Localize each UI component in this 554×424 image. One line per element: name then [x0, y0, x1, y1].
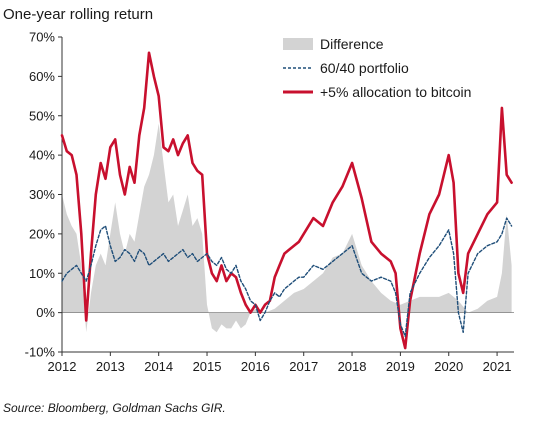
x-tick-label: 2016 — [241, 359, 270, 374]
series-area-difference — [62, 123, 512, 333]
legend: Difference 60/40 portfolio +5% allocation … — [283, 36, 471, 100]
x-tick-label: 2015 — [193, 359, 222, 374]
y-tick-label: 10% — [29, 266, 55, 281]
x-tick-label: 2018 — [338, 359, 367, 374]
x-tick-label: 2021 — [483, 359, 512, 374]
series-line-bitcoin-allocation — [60, 51, 513, 350]
x-tick-label: 2014 — [144, 359, 173, 374]
legend-label: Difference — [320, 36, 384, 52]
x-tick-label: 2020 — [434, 359, 463, 374]
y-tick-label: 50% — [29, 108, 55, 123]
x-tick-label: 2019 — [386, 359, 415, 374]
axis-layer: -10% 0% 10% 20% 30% 40% 50% 60% 70% 2012 2013 2014 2… — [25, 30, 514, 374]
y-tick-label: 0% — [36, 305, 55, 320]
y-tick-label: 40% — [29, 148, 55, 163]
chart-source: Source: Bloomberg, Goldman Sachs GIR. — [3, 401, 226, 415]
y-tick-label: 70% — [29, 30, 55, 45]
chart-title: One-year rolling return — [3, 6, 153, 23]
y-tick-label: 30% — [29, 187, 55, 202]
legend-swatch-difference — [283, 38, 313, 50]
legend-label: +5% allocation to bitcoin — [320, 84, 471, 100]
area-layer — [62, 123, 512, 333]
line-layer — [60, 51, 513, 350]
y-tick-label: 20% — [29, 226, 55, 241]
y-tick-label: 60% — [29, 69, 55, 84]
x-tick-label: 2017 — [289, 359, 318, 374]
x-tick-label: 2012 — [48, 359, 77, 374]
series-line-60-40-portfolio — [61, 217, 513, 337]
legend-label: 60/40 portfolio — [320, 60, 409, 76]
y-tick-label: -10% — [25, 345, 56, 360]
x-tick-label: 2013 — [96, 359, 125, 374]
